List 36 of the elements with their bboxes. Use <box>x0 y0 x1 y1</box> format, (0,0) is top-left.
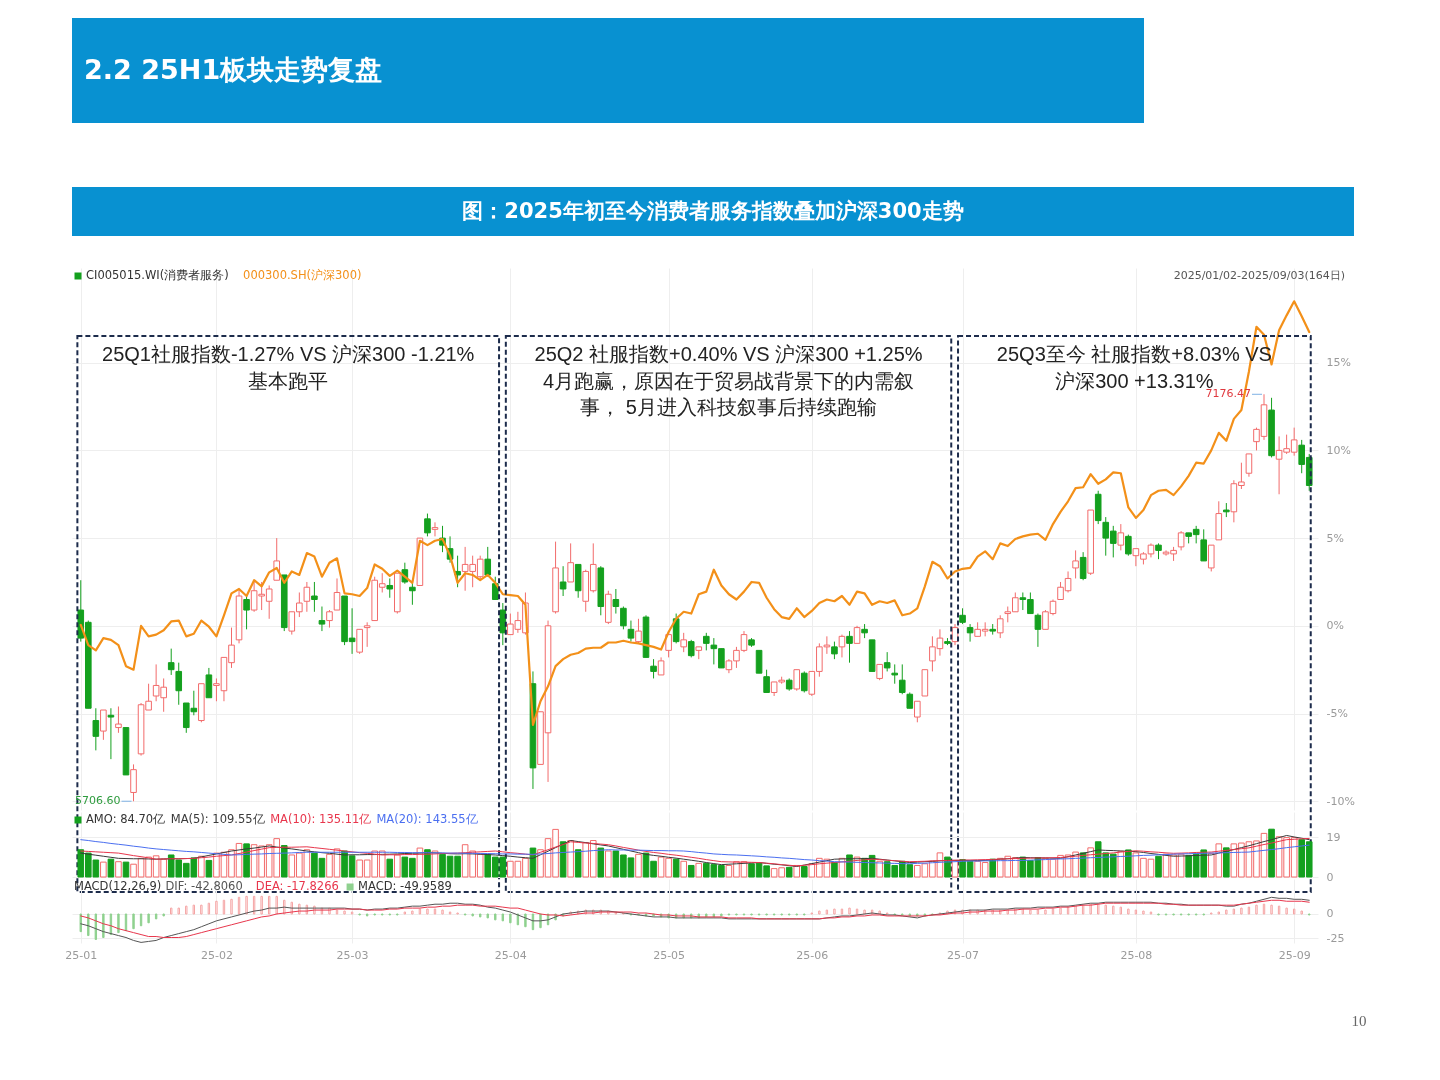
annotation: 5706.60 <box>75 794 121 808</box>
x-tick-label: 25-02 <box>200 948 233 962</box>
text: 10 <box>1351 1013 1367 1029</box>
series-label: MA(5): 109.55亿 <box>170 812 265 826</box>
annotation: 25Q2 社服指数+0.40% VS 沪深300 +1.25% 4月跑赢，原因在于贸易战背景下的内需叙事， 5月进入科技叙事后持续跑输 <box>534 343 923 418</box>
legend-label: CI005015.WI(消费者服务) <box>86 268 229 282</box>
chart-title: MACD(12,26,9) <box>74 879 162 893</box>
text: 000300.SH(沪深300) <box>243 268 362 282</box>
chart-subtitle: 图：2025年初至今消费者服务指数叠加沪深300走势 <box>462 199 964 223</box>
y-tick-label: 10% <box>1326 443 1351 457</box>
y-tick-label: 19 <box>1326 830 1341 844</box>
series-label: DIF: -42.8060 <box>165 879 243 893</box>
x-tick-label: 25-04 <box>494 948 527 962</box>
text: MA(20): 143.55亿 <box>376 812 478 826</box>
x-tick-label: 25-01 <box>65 948 98 962</box>
series-label: MA(10): 135.11亿 <box>270 812 372 826</box>
x-tick-label: 25-03 <box>336 948 369 962</box>
x-tick-label: 25-07 <box>947 948 980 962</box>
x-tick-label: 25-05 <box>653 948 686 962</box>
y-tick-label: 0 <box>1326 870 1334 884</box>
y-tick-label: 5% <box>1326 531 1344 545</box>
y-tick-label: 0% <box>1326 619 1344 633</box>
y-tick-label: -5% <box>1326 707 1348 721</box>
annotation: 25Q1社服指数-1.27% VS 沪深300 -1.21% 基本跑平 <box>102 343 475 392</box>
legend-label: AMO: 84.70亿 <box>86 812 166 826</box>
y-tick-label: 15% <box>1326 356 1351 370</box>
x-tick-label: 25-08 <box>1120 948 1153 962</box>
x-tick-label: 25-09 <box>1278 948 1311 962</box>
series-label: DEA: -17.8266 <box>255 879 339 893</box>
chart-title: 2.2 25H1板块走势复盘 <box>84 54 383 85</box>
annotation: 2025/01/02-2025/09/03(164日) <box>1173 269 1345 282</box>
legend-label: MACD: -49.9589 <box>358 879 452 893</box>
x-tick-label: 25-06 <box>796 948 829 962</box>
y-tick-label: 0 <box>1326 907 1334 921</box>
y-tick-label: -10% <box>1326 794 1355 808</box>
y-tick-label: -25 <box>1326 931 1345 945</box>
